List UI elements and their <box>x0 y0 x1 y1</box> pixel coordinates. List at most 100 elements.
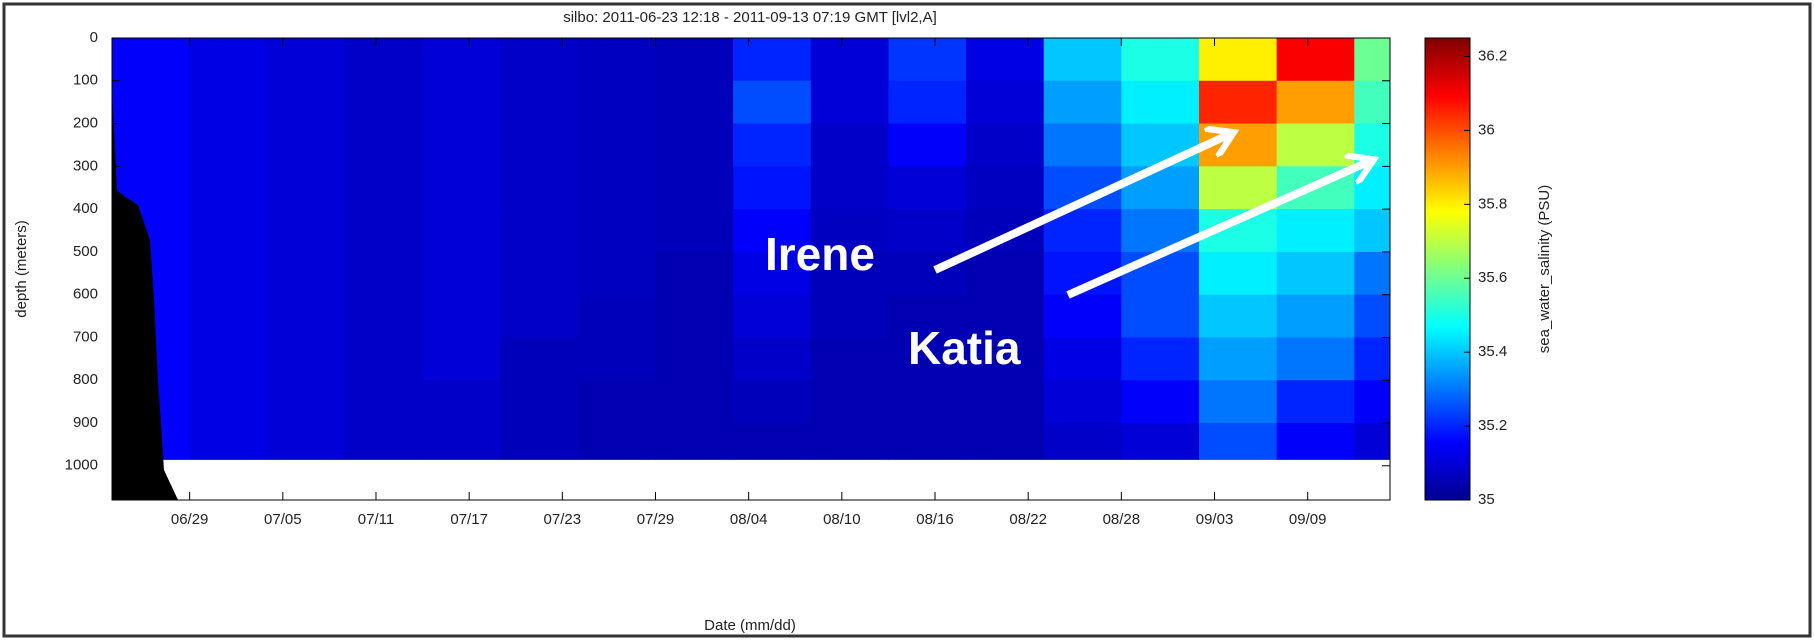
heatmap-cell <box>888 38 967 82</box>
heatmap-cell <box>966 337 1045 381</box>
heatmap-cell <box>189 380 268 424</box>
heatmap-cell <box>344 166 424 210</box>
heatmap-cell <box>1198 251 1278 296</box>
heatmap-cell <box>1043 380 1122 424</box>
heatmap-cell <box>500 80 579 125</box>
heatmap-cell <box>267 251 346 296</box>
x-tick-label: 08/04 <box>730 511 768 528</box>
heatmap-cell <box>189 166 268 210</box>
x-tick-label: 06/29 <box>171 511 209 528</box>
heatmap-cell <box>810 80 889 125</box>
y-tick-label: 1000 <box>65 457 98 474</box>
heatmap-cell <box>577 123 656 167</box>
heatmap-cell <box>888 294 967 338</box>
y-tick-label: 0 <box>90 29 98 46</box>
heatmap-cell <box>966 80 1045 125</box>
heatmap-cell <box>1121 38 1200 82</box>
heatmap-cell <box>577 209 656 253</box>
heatmap-cell <box>966 294 1045 338</box>
x-tick-label: 08/28 <box>1103 511 1141 528</box>
heatmap-cell <box>1276 80 1355 125</box>
chart-title: silbo: 2011-06-23 12:18 - 2011-09-13 07:… <box>563 9 937 26</box>
heatmap-cell <box>1198 423 1278 460</box>
heatmap-cell <box>1276 123 1355 167</box>
heatmap-cell <box>267 337 346 381</box>
heatmap-cell <box>422 337 501 381</box>
heatmap-cell <box>1121 380 1200 424</box>
y-tick-label: 500 <box>73 243 98 260</box>
heatmap-cell <box>1121 80 1200 125</box>
heatmap-cell <box>112 38 191 82</box>
heatmap-cell <box>1198 337 1278 381</box>
heatmap-cell <box>655 38 734 82</box>
heatmap-cell <box>810 337 889 381</box>
heatmap-cell <box>267 38 346 82</box>
heatmap-cell <box>189 423 268 460</box>
heatmap-cell <box>344 209 424 253</box>
heatmap-cell <box>655 251 734 296</box>
heatmap-cell <box>189 38 268 82</box>
heatmap-cell <box>1198 294 1278 338</box>
heatmap-cell <box>655 209 734 253</box>
heatmap-cell <box>810 209 889 253</box>
heatmap-cell <box>810 251 889 296</box>
heatmap-cell <box>1276 294 1355 338</box>
heatmap-cell <box>966 123 1045 167</box>
heatmap-cell <box>1354 337 1391 381</box>
heatmap-cell <box>577 166 656 210</box>
heatmap-cell <box>500 337 579 381</box>
heatmap-cell <box>655 123 734 167</box>
heatmap-cell <box>888 337 967 381</box>
annotation: Irene <box>765 228 875 280</box>
heatmap-cell <box>655 166 734 210</box>
heatmap-cell <box>500 209 579 253</box>
heatmap-cell <box>733 123 812 167</box>
heatmap-cell <box>1354 423 1391 460</box>
heatmap-cell <box>344 251 424 296</box>
heatmap-cell <box>267 209 346 253</box>
heatmap-cell <box>267 166 346 210</box>
heatmap-cell <box>733 209 812 253</box>
heatmap-cell <box>810 123 889 167</box>
heatmap-cell <box>189 337 268 381</box>
heatmap-cell <box>1276 251 1355 296</box>
heatmap-cell <box>112 80 191 125</box>
heatmap-cell <box>422 423 501 460</box>
x-tick-label: 08/10 <box>823 511 861 528</box>
heatmap-cell <box>733 337 812 381</box>
colorbar-tick-label: 35.2 <box>1478 417 1507 434</box>
heatmap-cell <box>1276 337 1355 381</box>
arrow <box>933 135 1228 274</box>
colorbar-tick-label: 36.2 <box>1478 47 1507 64</box>
colorbar-tick-label: 36 <box>1478 121 1495 138</box>
heatmap-cell <box>577 251 656 296</box>
heatmap-cell <box>1121 166 1200 210</box>
heatmap-cell <box>810 380 889 424</box>
heatmap-cell <box>1121 251 1200 296</box>
heatmap-cell <box>189 251 268 296</box>
heatmap-cell <box>267 380 346 424</box>
heatmap-cell <box>1043 337 1122 381</box>
heatmap-cell <box>733 251 812 296</box>
heatmap-cell <box>888 80 967 125</box>
x-tick-label: 08/16 <box>916 511 954 528</box>
heatmap-cell <box>1198 38 1278 82</box>
heatmap-cell <box>810 38 889 82</box>
heatmap-cell <box>733 80 812 125</box>
heatmap-cell <box>422 80 501 125</box>
colorbar <box>1424 37 1471 501</box>
heatmap-cell <box>966 251 1045 296</box>
heatmap-cell <box>577 337 656 381</box>
heatmap-cell <box>422 166 501 210</box>
heatmap-cell <box>1043 294 1122 338</box>
heatmap-cell <box>966 209 1045 253</box>
heatmap-cell <box>966 166 1045 210</box>
seabed <box>112 38 178 500</box>
x-tick-label: 07/11 <box>358 511 394 528</box>
heatmap-cell <box>888 123 967 167</box>
heatmap-cell <box>733 166 812 210</box>
heatmap-cell <box>655 80 734 125</box>
heatmap-cell <box>189 123 268 167</box>
heatmap-cell <box>966 380 1045 424</box>
